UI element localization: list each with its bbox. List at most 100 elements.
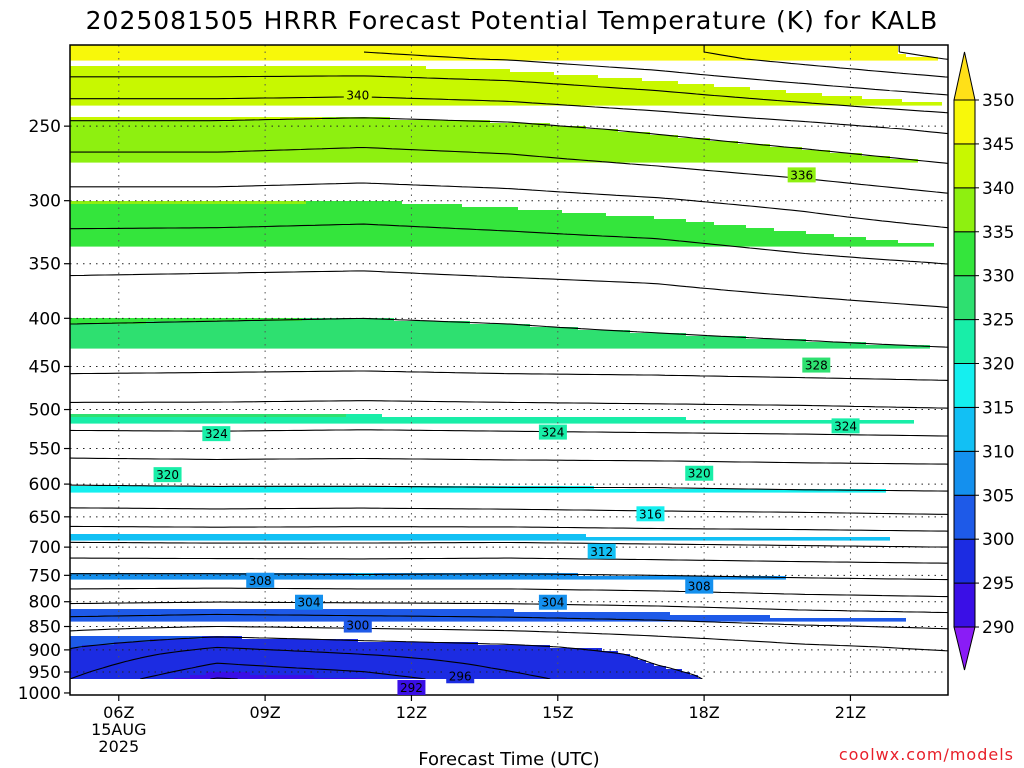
- y-tick-label: 850: [29, 618, 61, 638]
- colorbar-label: 295: [982, 574, 1014, 594]
- contour-label-text: 308: [249, 574, 272, 588]
- y-tick-label: 250: [29, 117, 61, 137]
- contour-line-316: [70, 525, 948, 532]
- contour-label-text: 300: [346, 619, 369, 633]
- colorbar-label: 335: [982, 223, 1014, 243]
- contour-label: 304: [295, 594, 324, 610]
- contour-line-330: [70, 317, 948, 348]
- contour-line-312: [70, 557, 948, 564]
- contour-line-318: [70, 507, 948, 515]
- y-tick-label: 550: [29, 440, 61, 460]
- contour-label: 340: [343, 87, 372, 103]
- contour-label-text: 304: [298, 596, 321, 610]
- colorbar-label: 340: [982, 179, 1014, 199]
- contour-label-bg: [246, 572, 275, 588]
- colorbar-label: 345: [982, 135, 1014, 155]
- contour-label-text: 308: [688, 580, 711, 594]
- contour-label: 300: [343, 617, 372, 633]
- contour-line-302: [70, 625, 948, 652]
- colorbar-swatch: [953, 582, 976, 628]
- contour-label-bg: [831, 418, 860, 434]
- y-tick-label: 350: [29, 255, 61, 275]
- contour-label-bg: [397, 680, 426, 696]
- contour-label-bg: [343, 87, 372, 103]
- colorbar-swatch: [953, 143, 976, 189]
- contour-label-text: 340: [346, 89, 369, 103]
- contour-label: 324: [538, 424, 567, 440]
- contour-label: 328: [802, 357, 831, 373]
- contour-label-bg: [202, 426, 231, 442]
- contour-line-328: [70, 370, 948, 381]
- x-tick-label: 06Z: [103, 703, 134, 722]
- surface-band: [70, 679, 948, 695]
- contour-line-350: [898, 45, 948, 60]
- colorbar-label: 320: [982, 355, 1014, 375]
- contour-label: 324: [831, 418, 860, 434]
- contour-label-text: 336: [790, 168, 813, 182]
- x-tick-label: 15AUG: [91, 720, 146, 739]
- colorbar-top-arrow: [953, 51, 976, 101]
- contour-line-306: [70, 601, 948, 614]
- x-tick-label: 2025: [98, 737, 139, 756]
- y-tick-label: 900: [29, 641, 61, 661]
- contour-line-326: [70, 400, 948, 409]
- colorbar-swatch: [953, 187, 976, 233]
- contour-label-text: 320: [156, 468, 179, 482]
- contour-label: 308: [685, 578, 714, 594]
- contour-label-bg: [802, 357, 831, 373]
- y-tick-label: 400: [29, 309, 61, 329]
- colorbar-swatch: [953, 275, 976, 321]
- contour-label-bg: [538, 594, 567, 610]
- ground-surface: [70, 679, 948, 695]
- colorbar-swatch: [953, 231, 976, 277]
- y-tick-label: 650: [29, 508, 61, 528]
- contour-labels: 340 336 328 324 324 324 320 320 316 312 308 308 304 3…: [153, 87, 860, 696]
- plot-area: [70, 45, 948, 695]
- colorbar-swatch: [953, 363, 976, 408]
- contour-line-314: [70, 541, 948, 548]
- y-tick-label: 600: [29, 475, 61, 495]
- colorbar-swatch: [953, 406, 976, 452]
- contour-label: 304: [538, 594, 567, 610]
- x-tick-label: 15Z: [542, 703, 573, 722]
- contour-line-294: [210, 677, 238, 679]
- plot-frame: [69, 44, 949, 696]
- contour-label-bg: [295, 594, 324, 610]
- contour-line-304: [70, 613, 948, 630]
- contour-label-text: 328: [805, 359, 828, 373]
- contour-label-bg: [685, 465, 714, 481]
- x-axis-title: Forecast Time (UTC): [418, 749, 599, 768]
- contour-label-text: 304: [541, 596, 564, 610]
- colorbar-swatch: [953, 494, 976, 540]
- x-tick-label: 21Z: [835, 703, 866, 722]
- colorbar-label: 330: [982, 267, 1014, 287]
- y-tick-label: 500: [29, 401, 61, 421]
- contour-label: 336: [787, 167, 816, 183]
- contour-label-bg: [446, 668, 475, 684]
- contour-label-bg: [153, 467, 182, 483]
- y-tick-label: 800: [29, 593, 61, 613]
- y-tick-label: 750: [29, 566, 61, 586]
- colorbar-label: 290: [982, 618, 1014, 638]
- colorbar-label: 315: [982, 398, 1014, 418]
- contour-line-342: [70, 96, 948, 135]
- contour-label-bg: [636, 506, 665, 522]
- contour-line-334: [70, 223, 948, 265]
- y-axis: 250 300 350 400 450 500 550 600 650 700 750 800 850 9…: [18, 117, 70, 704]
- x-tick-label: 18Z: [688, 703, 719, 722]
- y-tick-label: 950: [29, 663, 61, 683]
- contour-label-text: 292: [400, 681, 423, 695]
- contour-line-298: [70, 646, 551, 679]
- grid: [70, 45, 948, 679]
- contour-line-320: [70, 484, 948, 492]
- contour-label: 292: [397, 680, 426, 696]
- contour-label-text: 324: [834, 419, 857, 433]
- contour-line-338: [70, 146, 948, 194]
- contour-label: 316: [636, 506, 665, 522]
- x-tick-label: 09Z: [249, 703, 280, 722]
- contour-line-346: [363, 51, 948, 96]
- colorbar-swatch: [953, 450, 976, 496]
- contour-label: 324: [202, 426, 231, 442]
